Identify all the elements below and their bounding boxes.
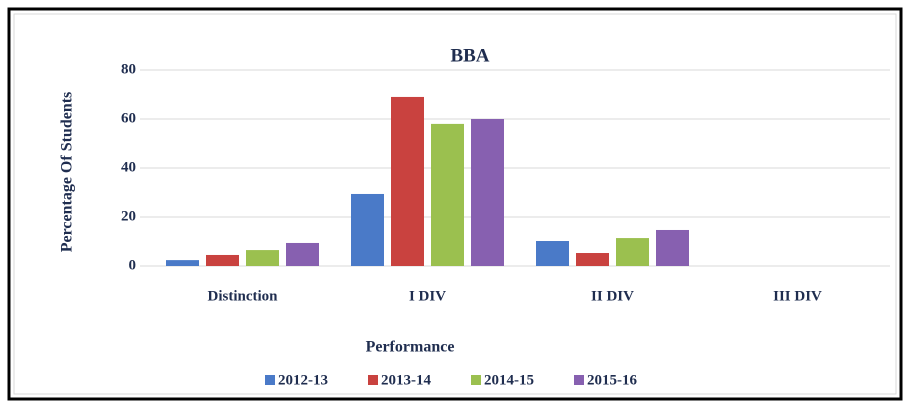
- bar: [656, 229, 689, 266]
- bar: [431, 123, 464, 267]
- legend-label: 2014-15: [484, 372, 534, 388]
- bar: [286, 242, 319, 266]
- legend-label: 2015-16: [587, 372, 637, 388]
- bar: [351, 193, 384, 266]
- legend-swatch: [368, 375, 378, 385]
- x-axis-label: Performance: [366, 339, 455, 356]
- y-tick-label: 0: [129, 257, 137, 273]
- y-axis-label: Percentage Of Students: [59, 92, 76, 253]
- bar: [166, 260, 199, 266]
- bar: [471, 119, 504, 266]
- legend-swatch: [574, 375, 584, 385]
- y-tick-label: 60: [121, 110, 136, 126]
- legend-swatch: [265, 375, 275, 385]
- bar: [391, 96, 424, 266]
- bar: [616, 238, 649, 266]
- bar: [576, 253, 609, 266]
- bar: [246, 250, 279, 266]
- x-tick-label: III DIV: [773, 288, 822, 304]
- chart-title: BBA: [450, 45, 489, 66]
- bar: [536, 241, 569, 266]
- legend-swatch: [471, 375, 481, 385]
- bar: [206, 254, 239, 266]
- x-tick-label: Distinction: [207, 288, 278, 304]
- legend-label: 2012-13: [278, 372, 328, 388]
- x-tick-label: I DIV: [409, 288, 446, 304]
- legend-label: 2013-14: [381, 372, 431, 388]
- y-tick-label: 20: [121, 208, 136, 224]
- inner-frame: [13, 13, 897, 395]
- y-tick-label: 80: [121, 61, 136, 77]
- x-tick-label: II DIV: [591, 288, 634, 304]
- y-tick-label: 40: [121, 159, 136, 175]
